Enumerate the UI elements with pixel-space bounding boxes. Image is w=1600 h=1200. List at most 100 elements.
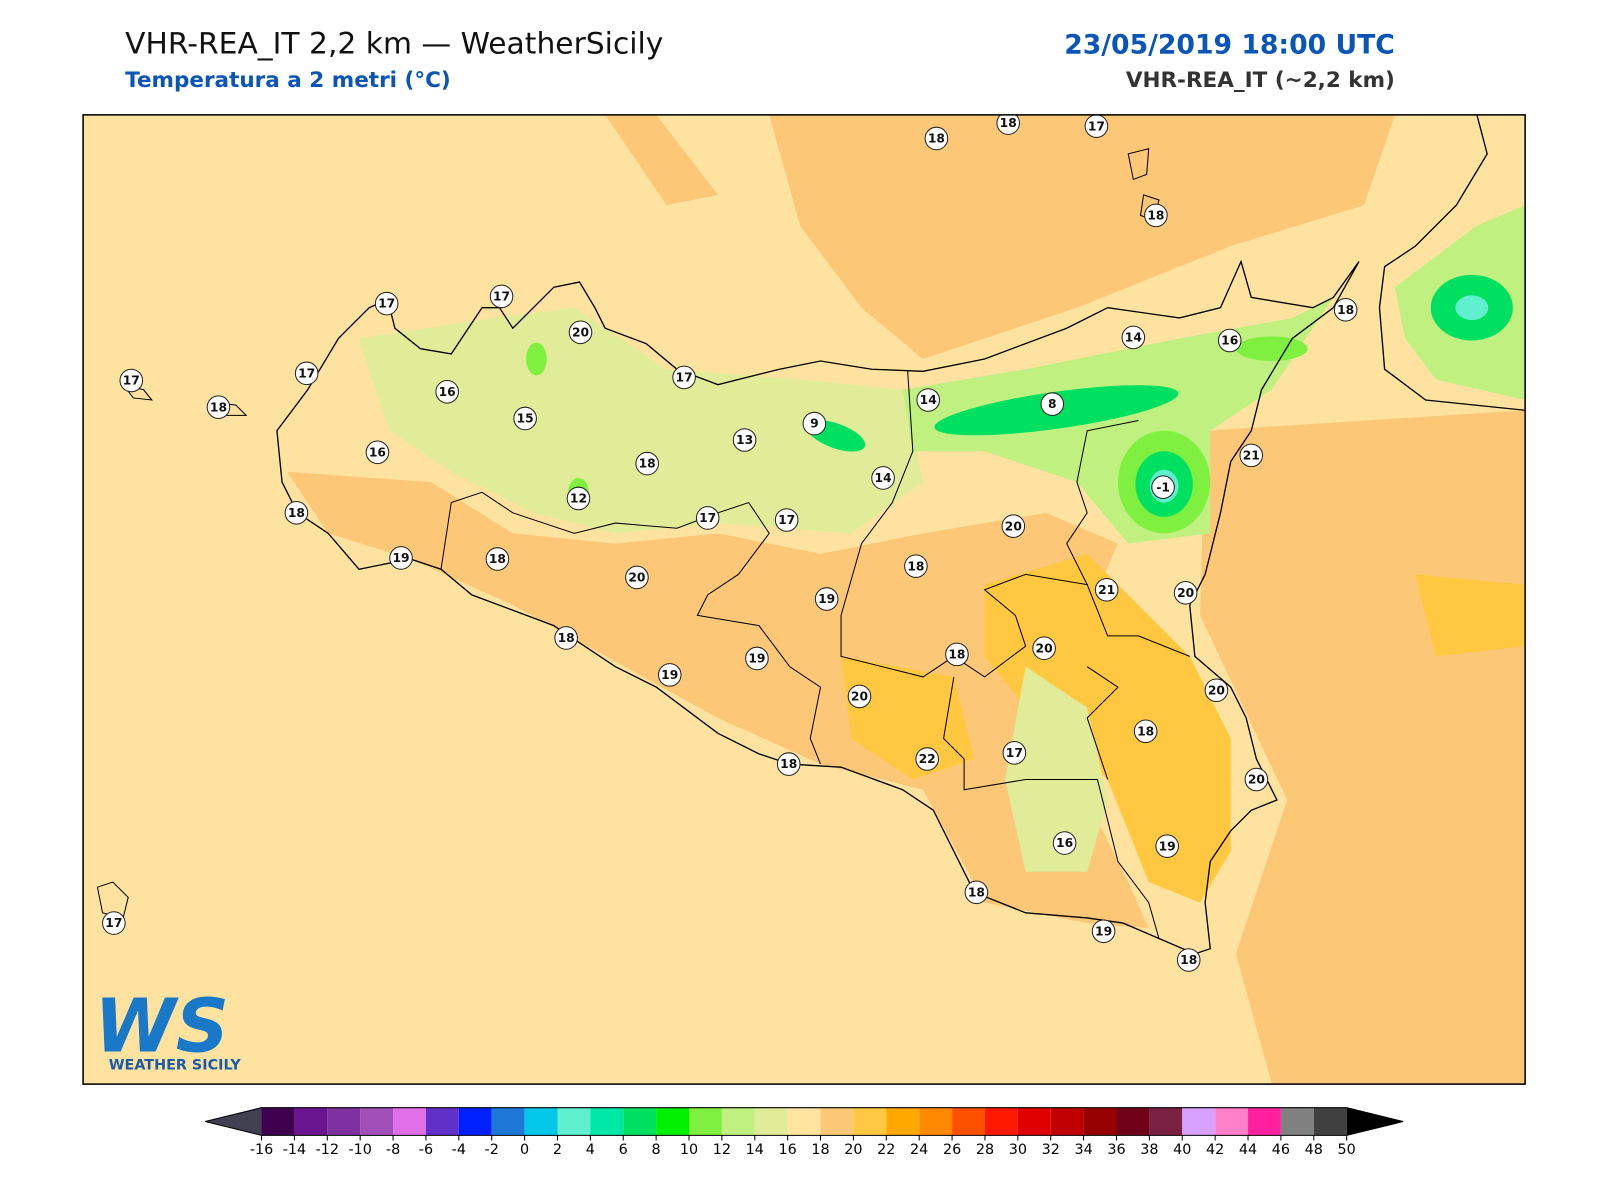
hot-center [841, 656, 975, 780]
colorbar-box [787, 1107, 821, 1136]
colorbar-tick-label: 4 [586, 1142, 595, 1158]
colorbar-tick-label: 2 [553, 1142, 562, 1158]
province-border [1086, 584, 1190, 780]
station-marker [625, 565, 649, 590]
station-marker [1121, 325, 1146, 350]
station-marker [635, 451, 659, 476]
station-marker [774, 508, 799, 532]
station-marker [485, 547, 510, 571]
colorbar-tick-label: -14 [283, 1142, 306, 1158]
station-value: 16 [439, 385, 456, 399]
station-value: 18 [639, 457, 656, 471]
station-marker [904, 554, 928, 578]
colorbar-tick-label: 20 [844, 1142, 862, 1158]
cool-southeast [1005, 666, 1108, 872]
station-value: 20 [572, 325, 589, 339]
station-value: 20 [851, 690, 868, 704]
station-value: 17 [676, 371, 693, 385]
colorbar-tick-label: 24 [910, 1142, 928, 1158]
colorbar-box [261, 1107, 295, 1136]
station-value: 21 [1243, 448, 1260, 462]
model-label: VHR-REA_IT (~2,2 km) [1126, 68, 1395, 93]
station-value: 19 [1159, 839, 1176, 853]
province-border [840, 371, 1139, 678]
station-value: 12 [570, 492, 587, 506]
colorbar-box [1149, 1107, 1183, 1136]
station-marker [1040, 392, 1065, 416]
colorbar-box [1313, 1107, 1347, 1136]
station-marker [566, 486, 591, 511]
warm-inland [287, 471, 1149, 929]
colorbar-tick-label: 34 [1074, 1142, 1092, 1158]
colorbar-box [393, 1107, 426, 1136]
station-marker [365, 440, 390, 465]
station-marker [554, 626, 578, 650]
station-value: -1 [1156, 480, 1170, 494]
colorbar-box [294, 1107, 328, 1136]
colorbar-box [952, 1107, 985, 1136]
station-value: 16 [1056, 836, 1073, 850]
colorbar-tick-label: 48 [1305, 1142, 1323, 1158]
cold-core [1235, 336, 1308, 362]
station-marker [435, 380, 459, 404]
station-marker [1091, 919, 1116, 944]
colorbar-tick-label: 16 [779, 1142, 797, 1158]
station-value: 20 [1036, 641, 1053, 655]
station-value: 18 [288, 506, 305, 520]
cold-core [526, 342, 547, 376]
colorbar-tick-label: 30 [1009, 1142, 1027, 1158]
colorbar-box [1182, 1107, 1216, 1136]
colorbar-tick-label: 44 [1239, 1142, 1257, 1158]
colorbar-box [1017, 1107, 1051, 1136]
station-marker [964, 880, 989, 905]
colorbar-tick-label: 6 [619, 1142, 628, 1158]
colorbar-tick-label: -10 [348, 1142, 371, 1158]
station-value: 18 [928, 132, 945, 146]
calabria-coastline [1378, 114, 1526, 411]
station-value: 17 [298, 366, 315, 380]
station-value: 18 [1137, 724, 1154, 738]
warm-patch [605, 114, 718, 206]
map-frame [82, 114, 1526, 1085]
station-value: 17 [378, 297, 395, 311]
station-marker [802, 411, 827, 436]
station-marker [871, 466, 895, 490]
station-value: 18 [780, 757, 797, 771]
island-coastline [96, 881, 129, 919]
station-marker [1239, 443, 1264, 468]
colorbar-box [1280, 1107, 1314, 1136]
station-marker [924, 126, 949, 151]
colorbar-box [886, 1107, 920, 1136]
station-marker [1094, 577, 1119, 602]
colorbar-box [524, 1107, 558, 1136]
station-value: 18 [1147, 208, 1164, 222]
colorbar-tick-label: 10 [680, 1142, 698, 1158]
province-border [440, 491, 822, 765]
colorbar-box [853, 1107, 887, 1136]
station-marker [1176, 948, 1201, 972]
station-marker [1244, 767, 1269, 792]
colorbar-tick-label: -6 [419, 1142, 433, 1158]
logo-mark: WS [94, 983, 229, 1069]
colorbar-box [721, 1107, 755, 1136]
station-marker [915, 747, 939, 771]
station-value: 14 [1125, 331, 1142, 345]
station-marker [568, 320, 593, 345]
station-value: 18 [948, 647, 965, 661]
colorbar-tick-label: 32 [1042, 1142, 1060, 1158]
station-value: 18 [489, 552, 506, 566]
station-marker [996, 114, 1020, 135]
warm-sea-north [769, 114, 1395, 359]
station-marker [1084, 114, 1109, 138]
map-field: 18 18 17 18 17 17 20 17 17 18 16 17 15 16 13 9 18 12 14 14 8… [83, 114, 1526, 1085]
station-marker [489, 284, 514, 309]
station-value: 8 [1048, 397, 1057, 411]
hot-sea [1415, 574, 1526, 657]
datetime: 23/05/2019 18:00 UTC [1064, 29, 1395, 60]
station-value: 18 [1000, 116, 1017, 130]
station-value: 20 [1208, 683, 1225, 697]
colorbar-box [1116, 1107, 1150, 1136]
cool-nebrodi [902, 297, 1334, 544]
station-value: 17 [778, 513, 795, 527]
